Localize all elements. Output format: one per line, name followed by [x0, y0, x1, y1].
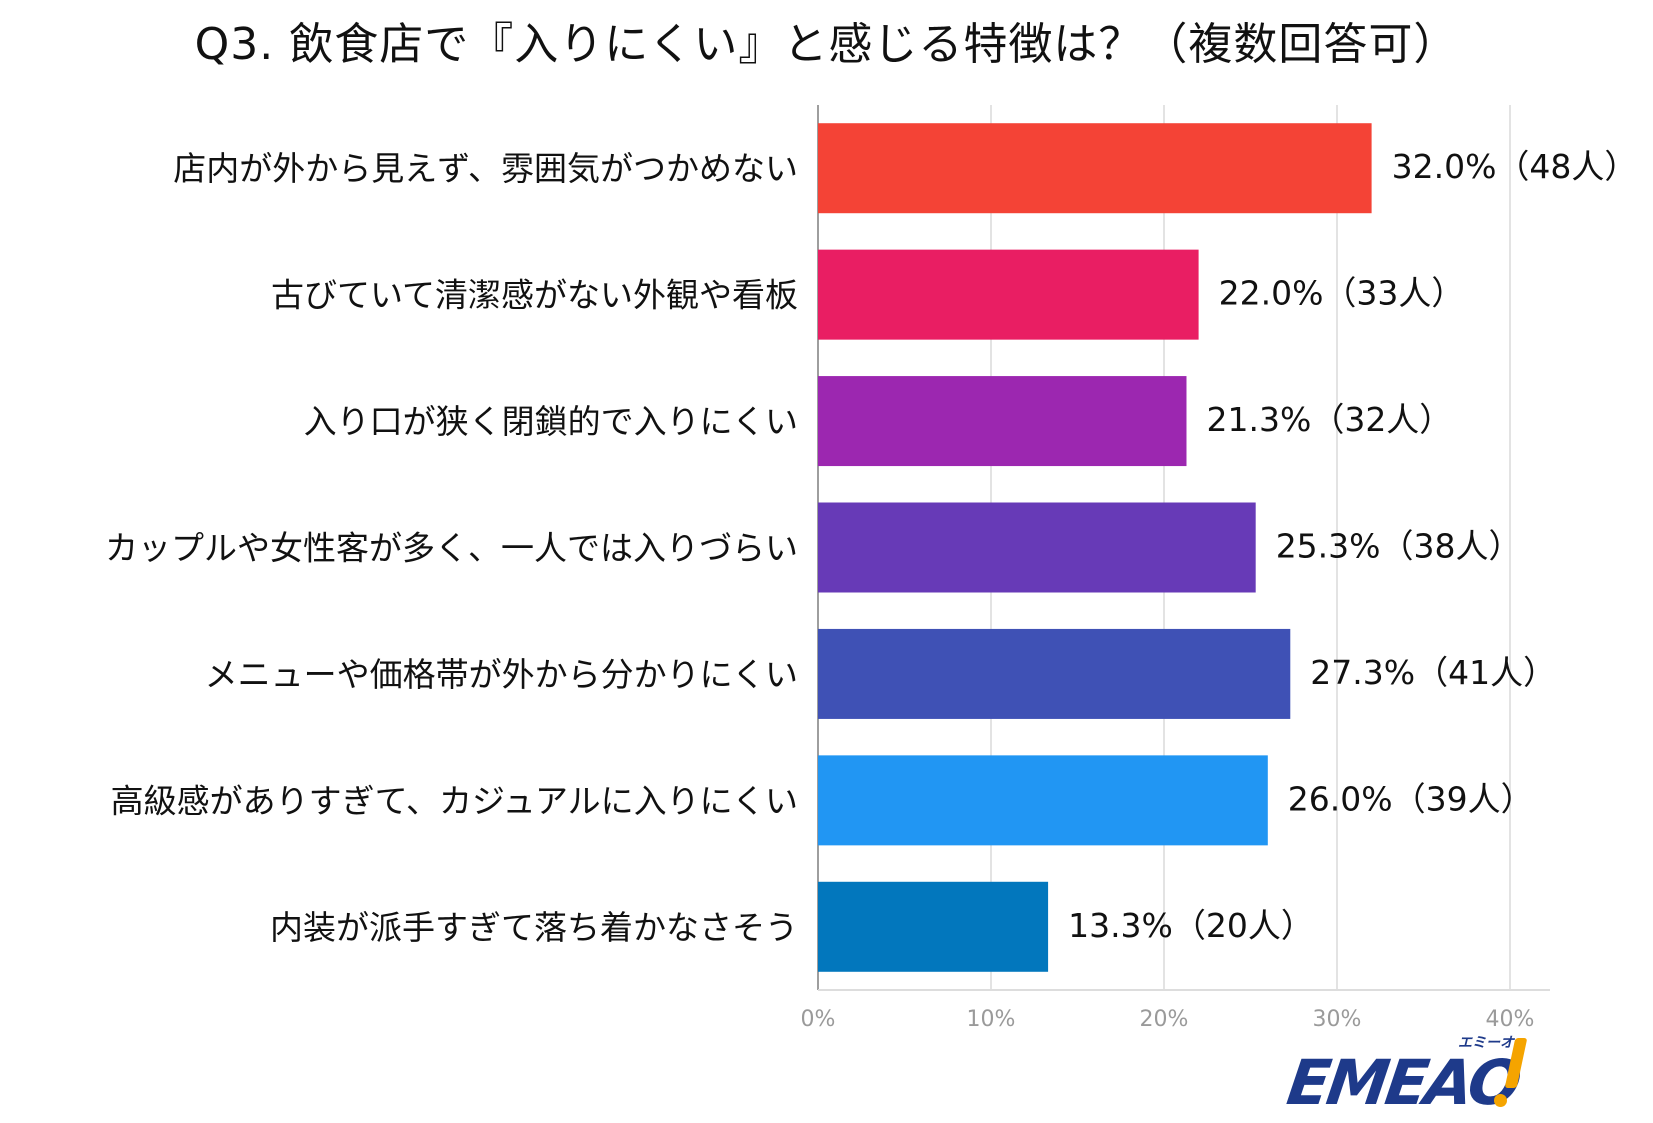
logo-wordmark: EMEAO — [1282, 1046, 1524, 1119]
category-label: 内装が派手すぎて落ち着かなさそう — [270, 908, 798, 947]
category-label: 入り口が狭く閉鎖的で入りにくい — [304, 402, 798, 441]
bar — [818, 376, 1187, 467]
bar — [818, 502, 1256, 593]
bar — [818, 755, 1268, 846]
data-label: 22.0%（33人） — [1219, 274, 1465, 313]
bar — [818, 249, 1199, 340]
data-label: 27.3%（41人） — [1310, 653, 1556, 692]
x-tick-label: 40% — [1486, 1007, 1535, 1032]
data-label: 32.0%（48人） — [1392, 147, 1638, 186]
bar — [818, 123, 1372, 214]
data-label: 25.3%（38人） — [1276, 527, 1522, 566]
bar — [818, 628, 1291, 719]
x-tick-label: 0% — [801, 1007, 836, 1032]
bar — [818, 881, 1049, 972]
x-tick-label: 20% — [1140, 1007, 1189, 1032]
category-label: カップルや女性客が多く、一人では入りづらい — [105, 529, 798, 568]
x-tick-label: 10% — [967, 1007, 1016, 1032]
category-label: 古びていて清潔感がない外観や看板 — [271, 276, 798, 315]
data-label: 21.3%（32人） — [1206, 400, 1452, 439]
chart-title: Q3. 飲食店で『入りにくい』と感じる特徴は？（複数回答可） — [194, 19, 1459, 70]
category-label: 店内が外から見えず、雰囲気がつかめない — [173, 149, 798, 188]
category-label: メニューや価格帯が外から分かりにくい — [205, 655, 798, 694]
x-tick-label: 30% — [1313, 1007, 1362, 1032]
logo-kana: エミーオ — [1458, 1035, 1514, 1051]
emeao-logo: EMEAO エミーオ — [1283, 1032, 1538, 1119]
category-label: 高級感がありすぎて、カジュアルに入りにくい — [111, 781, 798, 820]
data-label: 13.3%（20人） — [1068, 906, 1314, 945]
logo-exclamation-dot — [1494, 1094, 1507, 1107]
data-label: 26.0%（39人） — [1288, 779, 1534, 818]
